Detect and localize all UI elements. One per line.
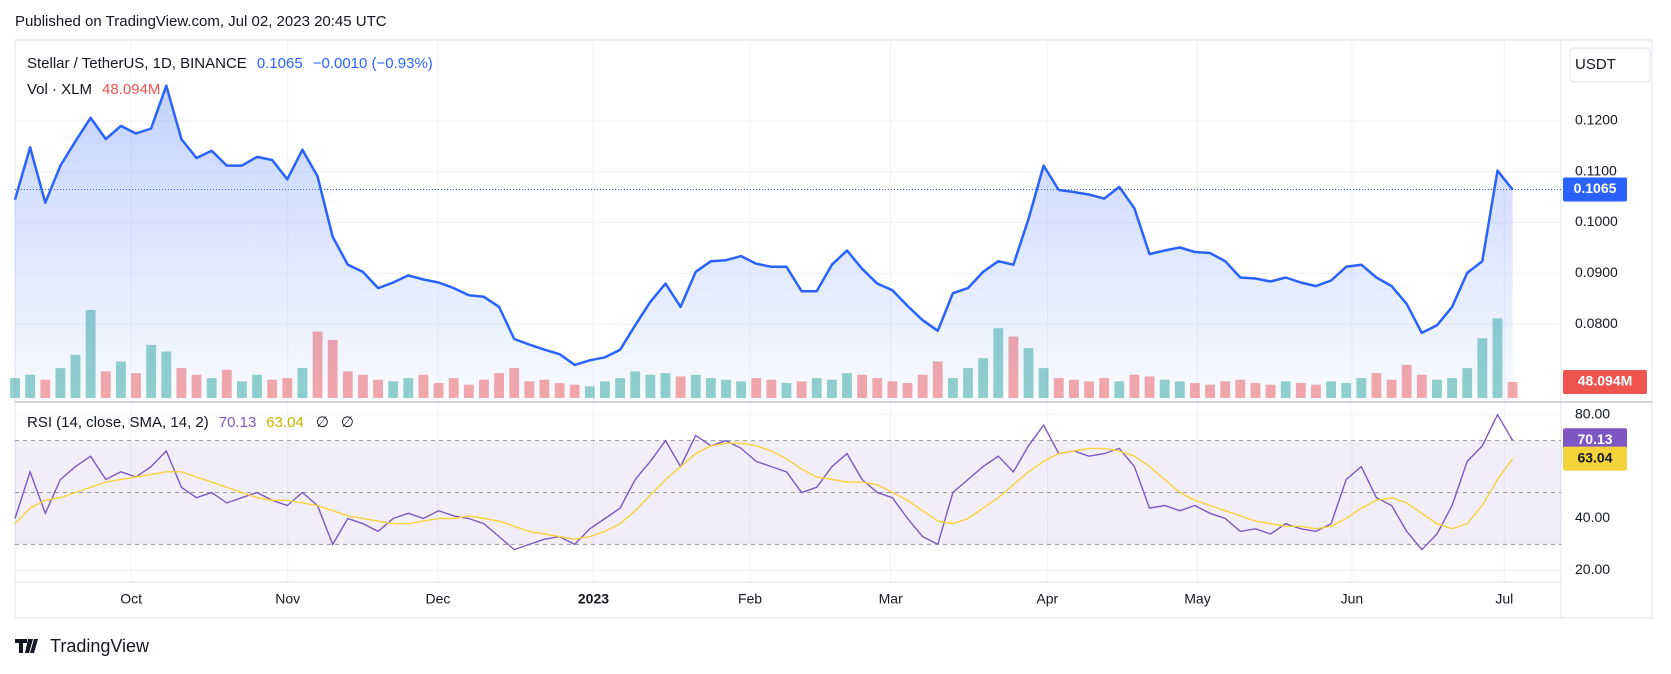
y-tick-label: 80.00 <box>1575 405 1610 421</box>
x-tick-label: Mar <box>879 591 903 607</box>
currency-box[interactable] <box>1569 47 1651 83</box>
rsi-extra: ∅ <box>341 414 354 431</box>
price-area <box>15 85 1513 400</box>
rsi-tag <box>1563 428 1627 453</box>
y-tick-label: 0.1000 <box>1575 213 1618 229</box>
brand: TradingView <box>50 636 150 656</box>
price-change: −0.0010 (−0.93%) <box>313 55 433 72</box>
volume-title: Vol · XLM <box>27 81 92 98</box>
x-tick-label: May <box>1184 591 1210 607</box>
rsi-title: RSI (14, close, SMA, 14, 2) <box>27 414 209 431</box>
rsi-extra: ∅ <box>316 414 329 431</box>
volume-last: 48.094M <box>102 81 160 98</box>
x-tick-label: Oct <box>120 591 142 607</box>
y-tick-label: 0.1100 <box>1575 162 1617 178</box>
y-tick-label: 0.0900 <box>1575 264 1618 280</box>
last-price-tag-text: 0.1065 <box>1574 180 1617 196</box>
last-price-tag <box>1563 177 1627 202</box>
price-line <box>13 84 1514 367</box>
rsi-line <box>14 413 1514 551</box>
x-tick-label: Jul <box>1495 591 1513 607</box>
x-tick-label: Dec <box>426 591 451 607</box>
symbol: Stellar / TetherUS, 1D, BINANCE <box>27 55 247 72</box>
rsi-line <box>14 442 1514 540</box>
rsi-last: 70.13 <box>219 414 257 431</box>
x-tick-label: Feb <box>738 591 762 607</box>
published: Published on TradingView.com, Jul 02, 20… <box>15 13 387 30</box>
rsi-sma-last: 63.04 <box>266 414 304 431</box>
x-tick-label: Nov <box>275 591 300 607</box>
brand-logo <box>15 639 38 653</box>
legend: Stellar / TetherUS, 1D, BINANCE 0.1065 −… <box>27 55 433 431</box>
last-price: 0.1065 <box>257 55 303 72</box>
y-tick-label: 20.00 <box>1575 561 1610 577</box>
x-tick-label: 2023 <box>578 591 609 607</box>
volume-tag <box>1563 370 1647 395</box>
y-tick-label: 40.00 <box>1575 509 1610 525</box>
rsi-tag-text: 63.04 <box>1577 449 1612 465</box>
rsi-tag-text: 70.13 <box>1577 431 1612 447</box>
x-tick-label: Jun <box>1341 591 1364 607</box>
currency: USDT <box>1575 56 1616 73</box>
plots: Oct Nov Dec 2023 Feb Mar Apr May Jun Jul 0.0800 0.0… <box>10 41 1647 607</box>
rsi-tag <box>1563 446 1627 471</box>
volume-tag-text: 48.094M <box>1578 373 1632 389</box>
y-tick-label: 0.1200 <box>1575 112 1618 128</box>
x-tick-label: Apr <box>1036 591 1058 607</box>
y-tick-label: 0.0800 <box>1575 315 1618 331</box>
